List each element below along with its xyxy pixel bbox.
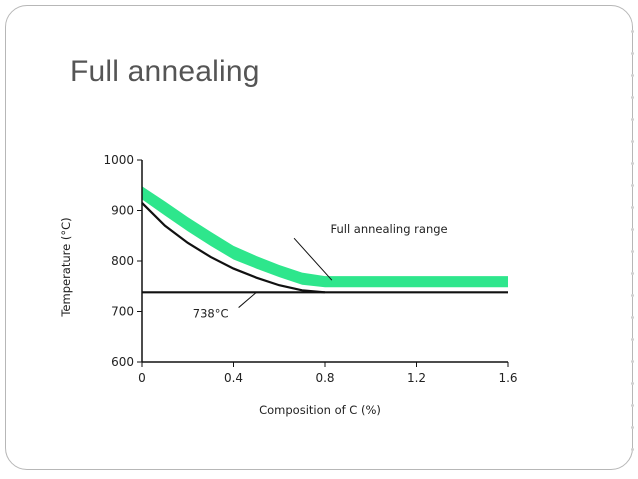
axis-layer: 600 700 800 900 1000 0 0.4 0.8 1.2 1.6 [103, 153, 517, 385]
a3-acm-line [141, 202, 326, 294]
y-tick-label: 900 [111, 204, 134, 218]
x-tick-label: 1.6 [498, 371, 517, 385]
y-axis-label: Temperature (°C) [59, 217, 73, 317]
annealing-range-annotation: Full annealing range [330, 222, 447, 236]
slide-title: Full annealing [70, 55, 260, 88]
x-tick-label: 1.2 [407, 371, 426, 385]
y-tick-label: 700 [111, 305, 134, 319]
slide-frame [5, 5, 633, 470]
slide-edge-dots [624, 0, 638, 479]
y-tick-label: 600 [111, 355, 134, 369]
temperature-738-pointer [238, 291, 257, 308]
y-tick-label: 800 [111, 254, 134, 268]
annealing-range-pointer [293, 237, 333, 281]
x-tick-label: 0.8 [315, 371, 334, 385]
x-tick-label: 0.4 [224, 371, 243, 385]
x-axis-label: Composition of C (%) [259, 403, 381, 417]
plot-layer [141, 186, 508, 294]
temperature-738-annotation: 738°C [193, 307, 229, 321]
annealing-range-band [142, 186, 508, 288]
label-layer: Composition of C (%) Temperature (°C) Full… [59, 217, 448, 417]
x-tick-label: 0 [138, 371, 146, 385]
y-tick-label: 1000 [103, 153, 134, 167]
